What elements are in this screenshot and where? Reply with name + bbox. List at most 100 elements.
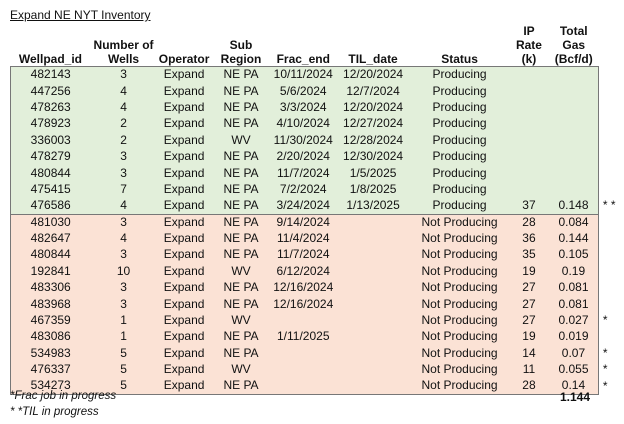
- inventory-table: Wellpad_id Number of Wells Operator Sub …: [10, 24, 624, 395]
- cell-wellpad-id: 482143: [10, 65, 91, 83]
- header-operator: Operator: [158, 52, 210, 66]
- cell-wellpad-id: 480844: [10, 164, 91, 182]
- cell-num-wells: 4: [90, 99, 157, 116]
- table-row: 483968 3 Expand NE PA 12/16/2024 Not Producin…: [10, 295, 624, 313]
- cell-ip-rate: 27: [508, 279, 550, 296]
- table-row: 478263 4 Expand NE PA 3/3/2024 12/20/2024 Prod…: [10, 99, 624, 116]
- cell-operator: Expand: [156, 181, 212, 198]
- table-row: 480844 3 Expand NE PA 11/7/2024 Not Producing…: [10, 246, 624, 264]
- table-row: 447256 4 Expand NE PA 5/6/2024 12/7/2024 Produ…: [10, 82, 624, 100]
- cell-status: Producing: [410, 181, 509, 198]
- cell-wellpad-id: 447256: [10, 82, 91, 100]
- cell-footnote-marker: [598, 132, 624, 149]
- cell-num-wells: 3: [90, 279, 157, 296]
- cell-ip-rate: [508, 132, 550, 149]
- cell-footnote-marker: [598, 82, 624, 100]
- cell-til-date: [336, 246, 411, 264]
- cell-subregion: NE PA: [211, 82, 271, 100]
- cell-til-date: [336, 312, 411, 329]
- cell-total-gas: [549, 82, 599, 100]
- sheet-title: Expand NE NYT Inventory: [10, 8, 151, 22]
- cell-operator: Expand: [156, 148, 212, 165]
- cell-wellpad-id: 192841: [10, 263, 91, 280]
- cell-wellpad-id: 483086: [10, 328, 91, 346]
- cell-operator: Expand: [156, 361, 212, 378]
- cell-ip-rate: [508, 164, 550, 182]
- cell-subregion: NE PA: [211, 148, 271, 165]
- cell-frac-end: 11/4/2024: [270, 230, 336, 247]
- header-num-wells-line2: Wells: [107, 52, 140, 66]
- cell-subregion: NE PA: [211, 295, 271, 313]
- cell-total-gas: 0.148: [549, 197, 599, 215]
- cell-ip-rate: 37: [508, 197, 550, 215]
- cell-status: Producing: [410, 148, 509, 165]
- cell-subregion: NE PA: [211, 377, 271, 395]
- cell-wellpad-id: 481030: [10, 213, 91, 231]
- cell-status: Not Producing: [410, 246, 509, 264]
- cell-total-gas: [549, 65, 599, 83]
- cell-subregion: NE PA: [211, 65, 271, 83]
- cell-til-date: [336, 328, 411, 346]
- header-til-date: TIL_date: [348, 52, 398, 66]
- cell-footnote-marker: [598, 148, 624, 165]
- cell-num-wells: 7: [90, 181, 157, 198]
- cell-wellpad-id: 482647: [10, 230, 91, 247]
- cell-status: Not Producing: [410, 361, 509, 378]
- cell-status: Not Producing: [410, 295, 509, 313]
- cell-status: Not Producing: [410, 377, 509, 395]
- cell-status: Not Producing: [410, 230, 509, 247]
- cell-status: Producing: [410, 65, 509, 83]
- cell-num-wells: 10: [90, 263, 157, 280]
- cell-num-wells: 2: [90, 115, 157, 133]
- cell-total-gas: 0.081: [549, 295, 599, 313]
- cell-ip-rate: [508, 82, 550, 100]
- cell-wellpad-id: 476337: [10, 361, 91, 378]
- cell-footnote-marker: [598, 328, 624, 346]
- cell-footnote-marker: [598, 164, 624, 182]
- cell-til-date: 1/8/2025: [336, 181, 411, 198]
- cell-operator: Expand: [156, 197, 212, 215]
- cell-wellpad-id: 475415: [10, 181, 91, 198]
- cell-total-gas: 0.027: [549, 312, 599, 329]
- cell-wellpad-id: 478923: [10, 115, 91, 133]
- cell-total-gas: [549, 115, 599, 133]
- cell-til-date: [336, 361, 411, 378]
- table-header: Wellpad_id Number of Wells Operator Sub …: [11, 24, 624, 67]
- cell-operator: Expand: [156, 213, 212, 231]
- header-wellpad: Wellpad_id: [18, 52, 83, 66]
- cell-operator: Expand: [156, 65, 212, 83]
- cell-wellpad-id: 534983: [10, 345, 91, 362]
- cell-footnote-marker: [598, 214, 624, 231]
- cell-subregion: NE PA: [211, 328, 271, 346]
- cell-operator: Expand: [156, 132, 212, 149]
- cell-num-wells: 4: [90, 197, 157, 215]
- cell-operator: Expand: [156, 279, 212, 296]
- cell-ip-rate: 11: [508, 361, 550, 378]
- cell-num-wells: 3: [90, 213, 157, 231]
- cell-til-date: [336, 377, 411, 395]
- cell-subregion: NE PA: [211, 99, 271, 116]
- cell-num-wells: 3: [90, 246, 157, 264]
- cell-status: Producing: [410, 197, 509, 215]
- cell-num-wells: 5: [90, 377, 157, 395]
- cell-num-wells: 3: [90, 65, 157, 83]
- cell-ip-rate: 28: [508, 377, 550, 395]
- cell-status: Producing: [410, 164, 509, 182]
- cell-frac-end: 1/11/2025: [270, 328, 336, 346]
- cell-til-date: 12/27/2024: [336, 115, 411, 133]
- cell-status: Not Producing: [410, 312, 509, 329]
- cell-til-date: 12/7/2024: [336, 82, 411, 100]
- cell-til-date: [336, 279, 411, 296]
- header-ip-rate-line1: IP Rate: [515, 24, 542, 52]
- cell-ip-rate: 19: [508, 328, 550, 346]
- cell-frac-end: [270, 345, 336, 362]
- cell-til-date: 1/13/2025: [336, 197, 411, 215]
- cell-status: Producing: [410, 99, 509, 116]
- cell-wellpad-id: 480844: [10, 246, 91, 264]
- cell-til-date: [336, 263, 411, 280]
- footnote-til: * *TIL in progress: [10, 406, 99, 418]
- cell-num-wells: 1: [90, 328, 157, 346]
- cell-operator: Expand: [156, 82, 212, 100]
- cell-ip-rate: 36: [508, 230, 550, 247]
- table-row: 483306 3 Expand NE PA 12/16/2024 Not Producin…: [10, 279, 624, 296]
